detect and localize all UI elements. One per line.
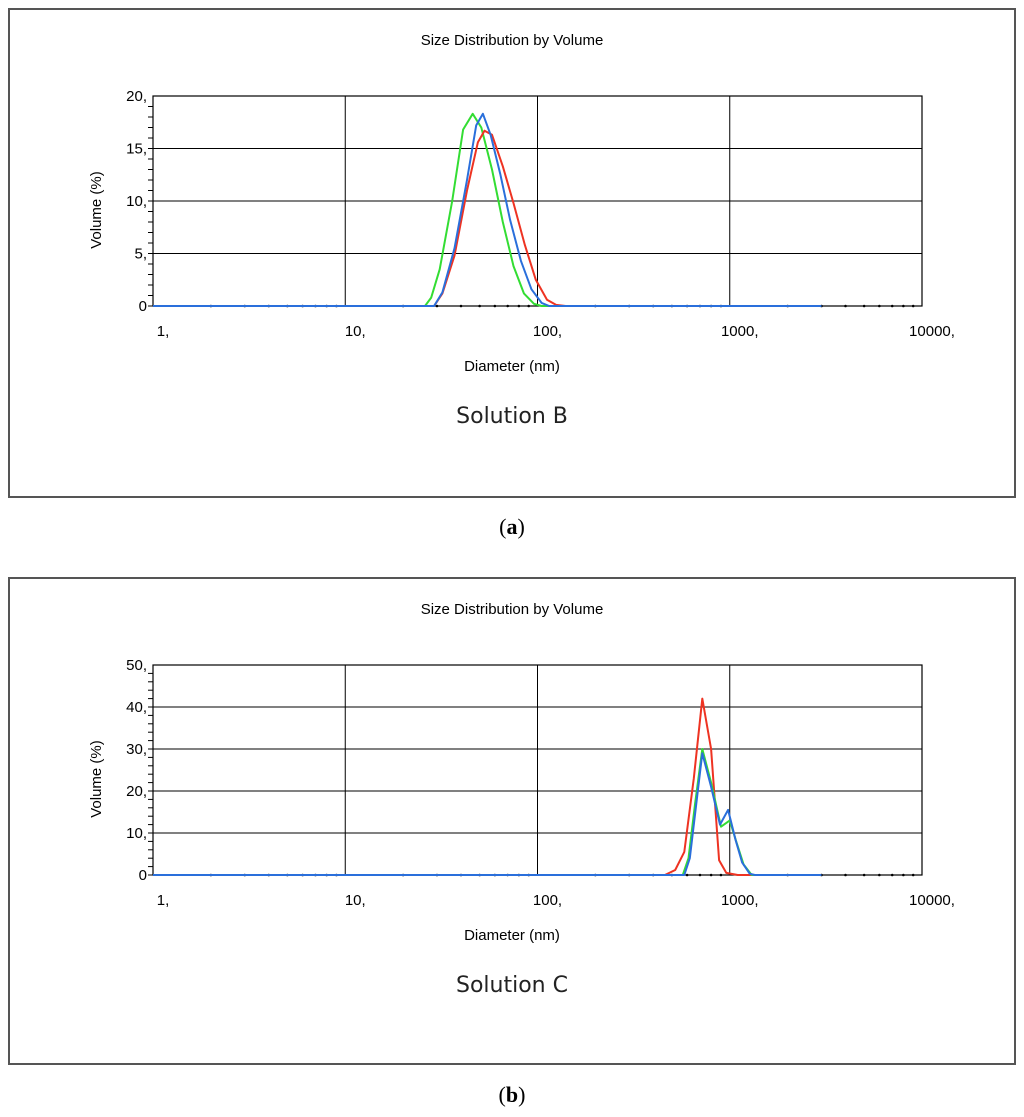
chart-caption: Solution B [456, 404, 568, 429]
chart-svg-b: 1, 10, 100, 1000, 10000, 0 10, 20, 30, 40, 50, [126, 657, 955, 909]
x-minor-tick [862, 304, 866, 308]
x-tick-label: 1000, [721, 892, 759, 909]
x-minor-tick [527, 304, 531, 308]
x-minor-tick [890, 873, 894, 877]
x-minor-tick [698, 873, 702, 877]
x-tick-label: 10000, [909, 323, 955, 340]
x-minor-tick [435, 304, 439, 308]
series-line [153, 752, 822, 876]
y-tick-label: 10, [126, 193, 147, 210]
y-tick-label: 0 [139, 298, 147, 315]
y-tick-label: 30, [126, 741, 147, 758]
x-minor-tick [719, 873, 723, 877]
chart-caption: Solution C [456, 973, 568, 998]
y-tick-label: 5, [134, 246, 147, 263]
x-axis-label: Diameter (nm) [464, 358, 560, 375]
chart-svg-a: 1, 10, 100, 1000, 10000, 0 5, 10, 15, 20, [126, 88, 955, 340]
x-tick-label: 1000, [721, 323, 759, 340]
panel-label-b: (b) [498, 1082, 526, 1107]
y-tick-label: 40, [126, 699, 147, 716]
series-line [153, 748, 822, 876]
x-axis-label: Diameter (nm) [464, 927, 560, 944]
y-tick-label: 20, [126, 783, 147, 800]
panel-label-a: (a) [499, 514, 525, 539]
x-minor-tick [902, 873, 905, 877]
x-minor-tick [506, 304, 510, 308]
x-minor-tick [517, 304, 521, 308]
x-minor-tick [890, 304, 894, 308]
chart-title: Size Distribution by Volume [420, 601, 604, 618]
x-tick-label: 1, [157, 323, 170, 340]
y-tick-label: 10, [126, 825, 147, 842]
x-tick-label: 100, [533, 323, 562, 340]
chart-panel-b: 1, 10, 100, 1000, 10000, 0 10, 20, 30, 40, 50, Siz… [8, 577, 1016, 1065]
chart-title: Size Distribution by Volume [420, 32, 604, 49]
x-minor-tick [685, 873, 689, 877]
x-minor-tick [878, 304, 881, 308]
series-line [153, 129, 822, 307]
x-tick-label: 10, [345, 323, 366, 340]
y-axis-label: Volume (%) [88, 171, 105, 249]
x-minor-tick [478, 304, 481, 308]
x-minor-tick [459, 304, 463, 308]
y-tick-label: 20, [126, 88, 147, 105]
x-minor-tick [862, 873, 866, 877]
x-minor-tick [493, 304, 497, 308]
x-tick-label: 1, [157, 892, 170, 909]
x-tick-label: 100, [533, 892, 562, 909]
x-minor-tick [878, 873, 881, 877]
series-line [153, 112, 822, 307]
y-tick-label: 15, [126, 141, 147, 158]
y-tick-label: 0 [139, 867, 147, 884]
x-minor-tick [911, 873, 915, 877]
x-tick-label: 10, [345, 892, 366, 909]
x-minor-tick [844, 304, 847, 308]
x-tick-label: 10000, [909, 892, 955, 909]
chart-panel-a: 1, 10, 100, 1000, 10000, 0 5, 10, 15, 20, Size Di… [8, 8, 1016, 498]
x-minor-tick [911, 304, 915, 308]
series-line [153, 697, 822, 876]
x-minor-tick [844, 873, 847, 877]
x-minor-tick [709, 873, 713, 877]
x-minor-tick [902, 304, 905, 308]
y-axis-label: Volume (%) [88, 740, 105, 818]
series-line [153, 112, 822, 307]
y-tick-label: 50, [126, 657, 147, 674]
